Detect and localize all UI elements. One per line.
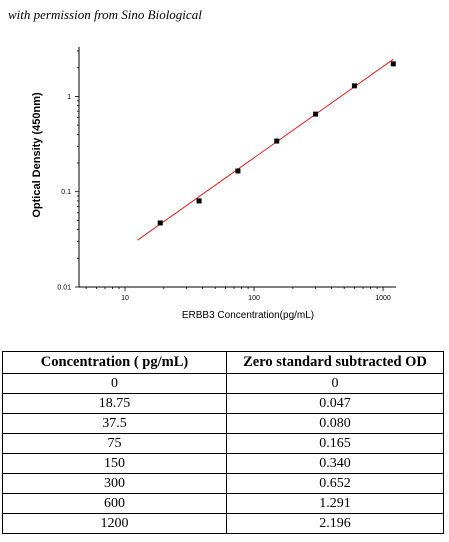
cell-od: 0.340 bbox=[226, 453, 444, 474]
cell-concentration: 75 bbox=[2, 433, 227, 454]
cell-concentration: 600 bbox=[2, 493, 227, 514]
permission-note: with permission from Sino Biological bbox=[8, 7, 202, 22]
column-header-od: Zero standard subtracted OD bbox=[226, 351, 444, 374]
table-row: 1200 2.196 bbox=[2, 513, 444, 534]
x-tick-label: 100 bbox=[248, 295, 260, 302]
y-tick-label: 0.01 bbox=[57, 285, 71, 292]
cell-od: 2.196 bbox=[226, 513, 444, 534]
table-row: 600 1.291 bbox=[2, 493, 444, 514]
cell-od: 0.165 bbox=[226, 433, 444, 454]
cell-concentration: 300 bbox=[2, 473, 227, 494]
data-point bbox=[351, 83, 357, 89]
cell-concentration: 0 bbox=[2, 373, 227, 394]
data-point bbox=[274, 138, 280, 144]
table-row: 37.5 0.080 bbox=[2, 413, 444, 434]
standard-data-table: Concentration ( pg/mL) Zero standard sub… bbox=[2, 351, 444, 534]
x-tick-label: 10 bbox=[121, 295, 129, 302]
cell-concentration: 1200 bbox=[2, 513, 227, 534]
standard-curve-chart: 10 100 1000 0.01 0.1 1 ERBB3 Concentration(pg… bbox=[31, 47, 396, 321]
cell-concentration: 150 bbox=[2, 453, 227, 474]
table-header-row: Concentration ( pg/mL) Zero standard sub… bbox=[2, 351, 444, 374]
x-axis-label: ERBB3 Concentration(pg/mL) bbox=[182, 310, 314, 321]
y-tick-label: 0.1 bbox=[61, 189, 71, 196]
y-tick-label: 1 bbox=[67, 94, 71, 101]
cell-od: 0 bbox=[226, 373, 444, 394]
plot-area: 10 100 1000 0.01 0.1 1 bbox=[57, 47, 396, 302]
cell-concentration: 18.75 bbox=[2, 393, 227, 414]
column-header-concentration: Concentration ( pg/mL) bbox=[2, 351, 227, 374]
fit-line bbox=[137, 58, 394, 241]
data-point bbox=[390, 61, 396, 67]
cell-od: 0.652 bbox=[226, 473, 444, 494]
table-row: 75 0.165 bbox=[2, 433, 444, 454]
data-point bbox=[313, 111, 319, 117]
cell-od: 0.080 bbox=[226, 413, 444, 434]
table-row: 150 0.340 bbox=[2, 453, 444, 474]
x-tick-label: 1000 bbox=[375, 295, 391, 302]
y-axis-label: Optical Density (450nm) bbox=[31, 92, 43, 218]
table-row: 300 0.652 bbox=[2, 473, 444, 494]
cell-concentration: 37.5 bbox=[2, 413, 227, 434]
data-point bbox=[157, 220, 163, 226]
cell-od: 1.291 bbox=[226, 493, 444, 514]
data-point bbox=[196, 198, 202, 204]
data-point bbox=[235, 168, 241, 174]
table-row: 18.75 0.047 bbox=[2, 393, 444, 414]
cell-od: 0.047 bbox=[226, 393, 444, 414]
